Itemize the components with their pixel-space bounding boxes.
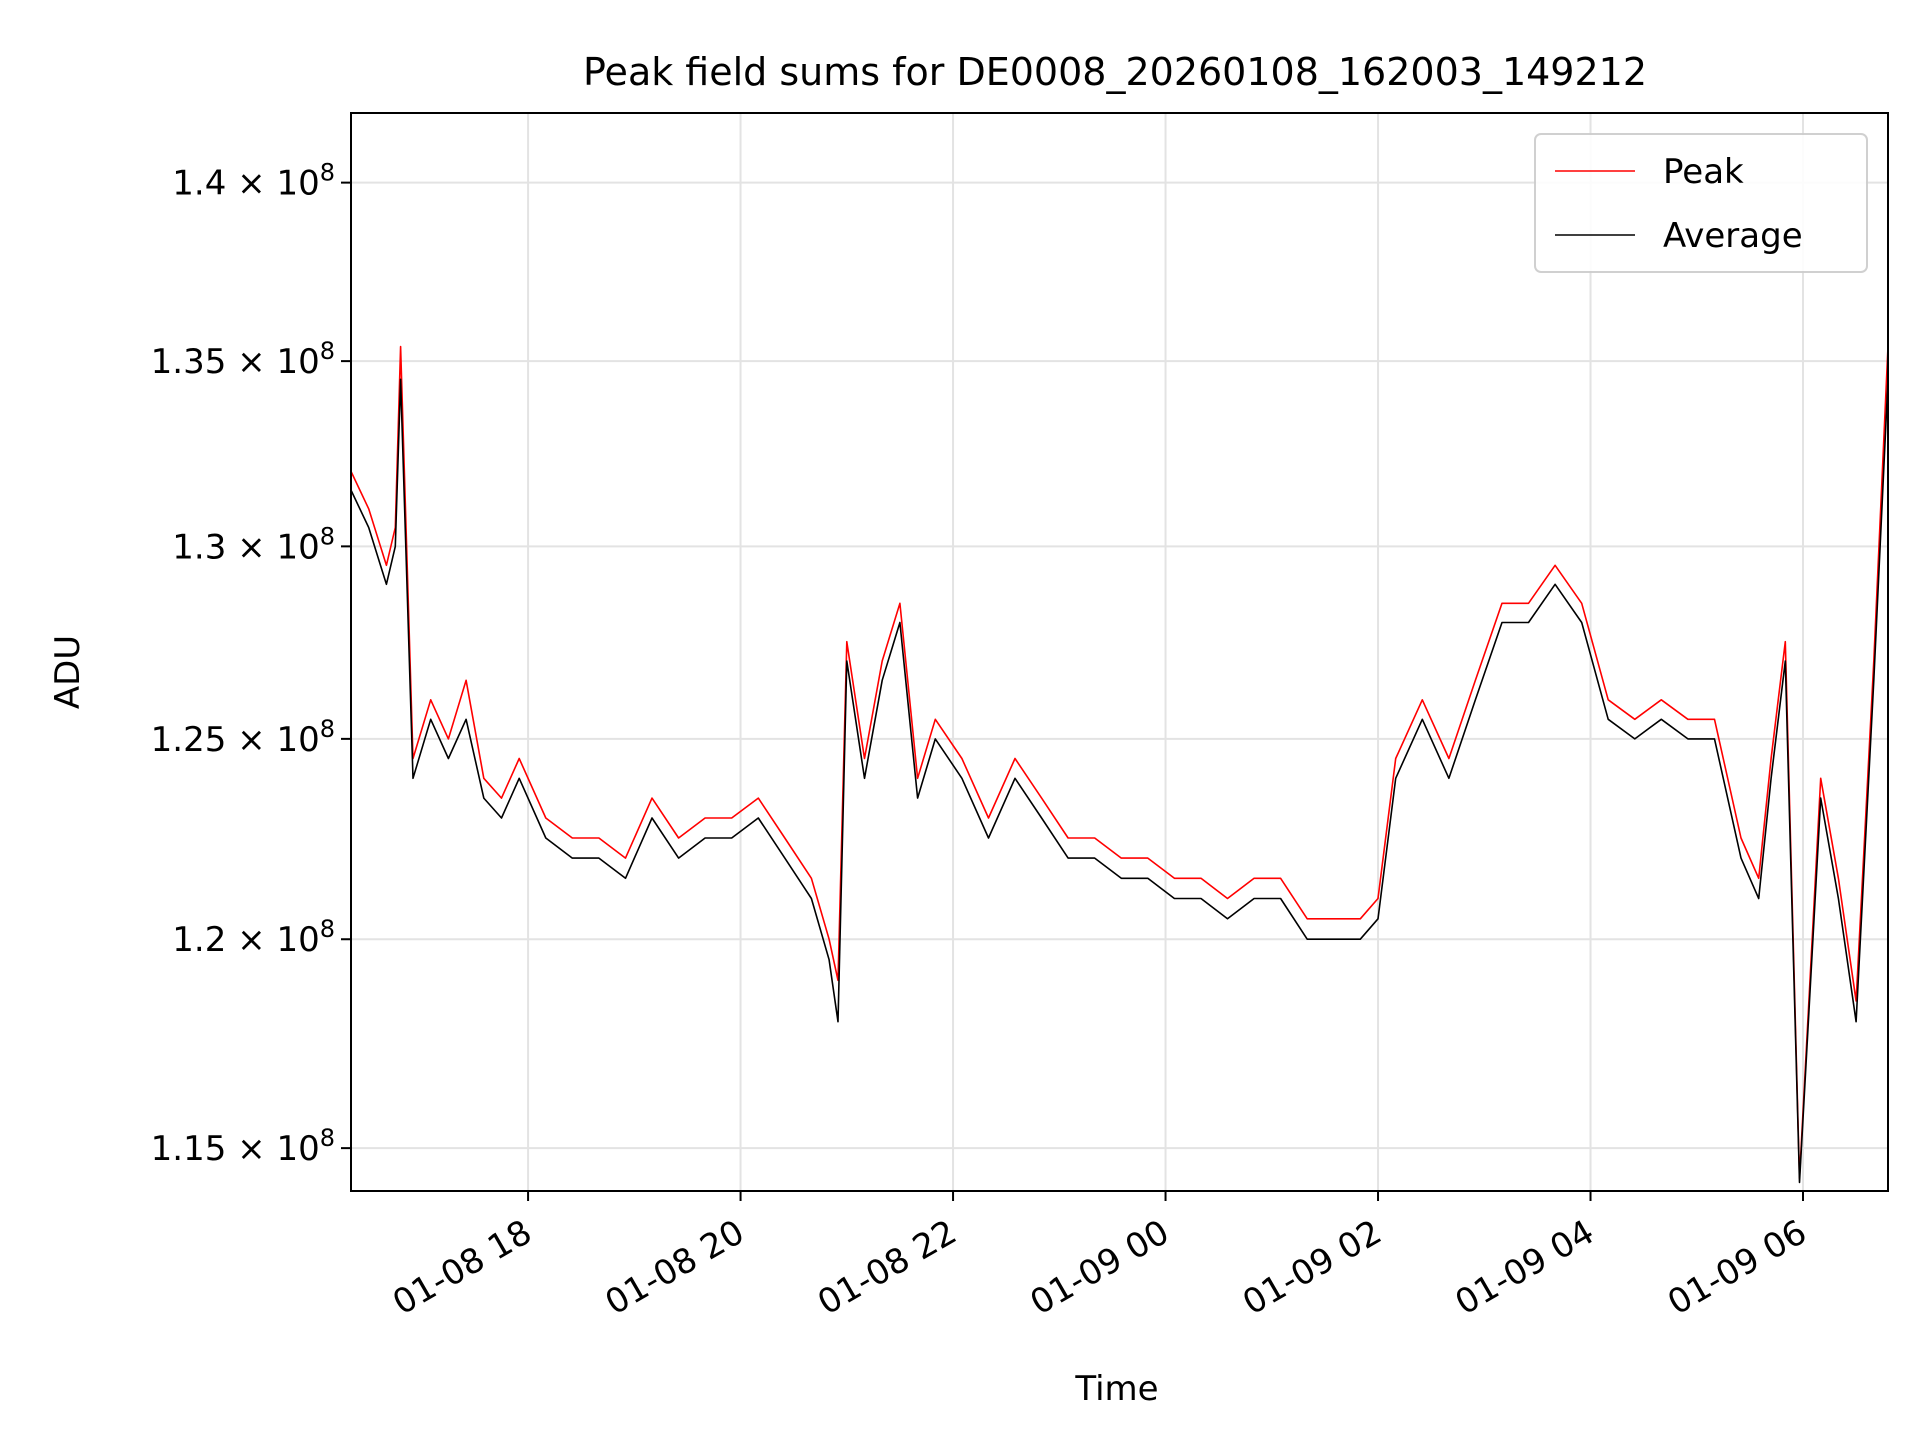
x-axis-label: Time [1074,1369,1158,1409]
chart-title: Peak field sums for DE0008_20260108_1620… [583,50,1647,94]
y-tick-label: 1.25 × 108 [151,715,335,760]
grid [351,113,1888,1191]
plot-lines [351,345,1888,1184]
y-tick-label: 1.3 × 108 [172,522,335,567]
series-line-average [351,378,1888,1184]
y-axis-label: ADU [48,635,88,709]
legend-label-average: Average [1663,216,1803,256]
y-axis: 1.15 × 108 1.2 × 108 1.25 × 108 1.3 × 108 1.… [151,159,351,1169]
series-line-peak [351,345,1888,1179]
y-tick-label: 1.2 × 108 [172,915,335,960]
legend-box [1534,133,1868,273]
plot-frame [350,112,1889,1192]
legend: Peak Average [1534,133,1868,273]
y-tick-label: 1.4 × 108 [172,159,335,204]
y-tick-label: 1.35 × 108 [151,337,335,382]
legend-label-peak: Peak [1663,152,1744,192]
y-tick-label: 1.15 × 108 [151,1124,335,1169]
